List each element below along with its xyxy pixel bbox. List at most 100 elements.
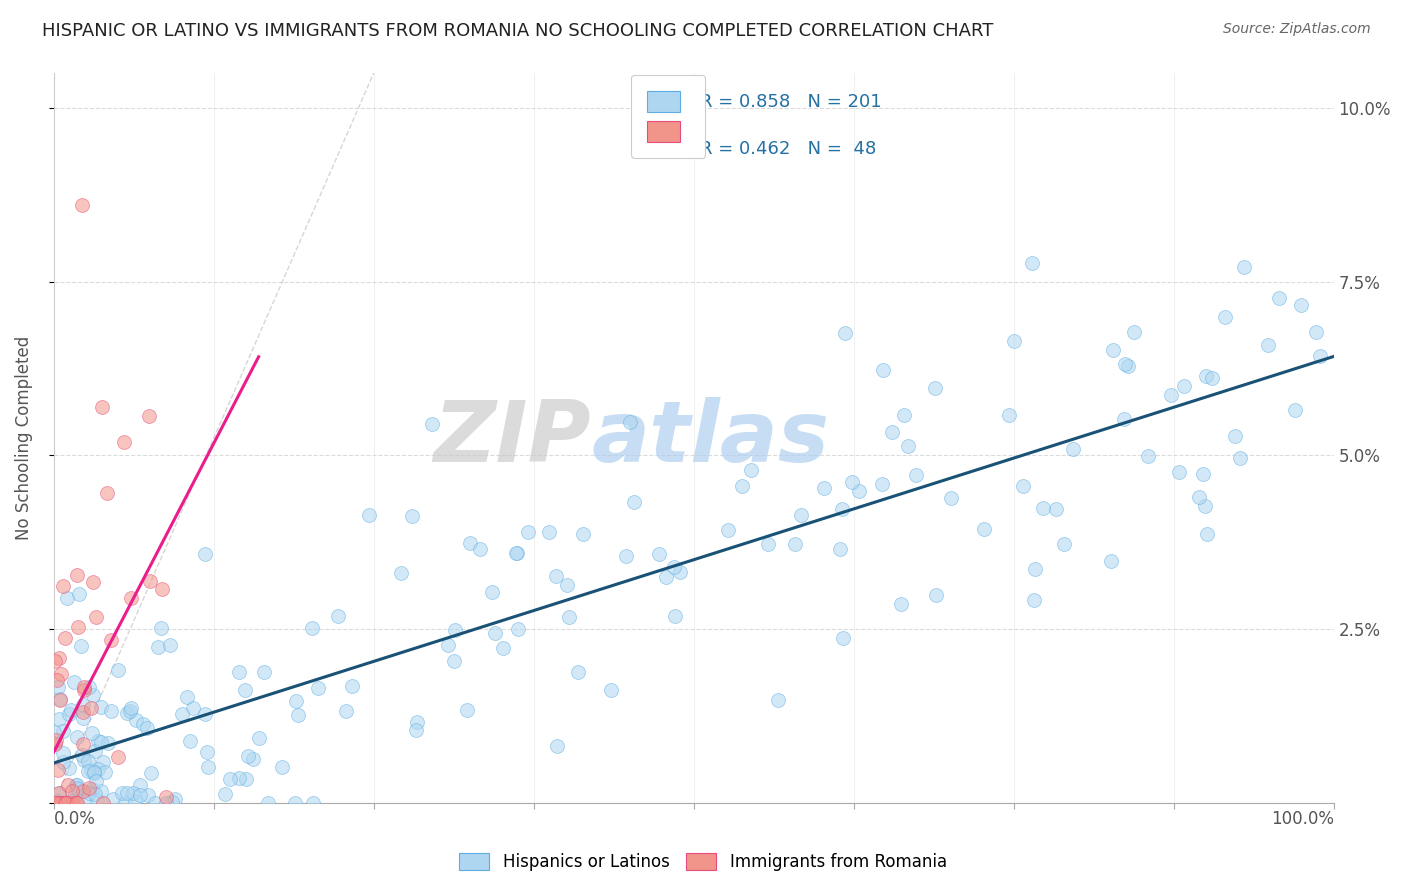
Point bbox=[1045, 502, 1067, 516]
Point bbox=[73, 680, 96, 694]
Point bbox=[247, 731, 270, 746]
Point bbox=[664, 560, 686, 574]
Point bbox=[176, 690, 198, 704]
Point bbox=[1213, 310, 1236, 324]
Point bbox=[1201, 370, 1223, 384]
Point bbox=[567, 665, 589, 679]
Point bbox=[406, 714, 429, 729]
Point bbox=[77, 764, 100, 778]
Point bbox=[1229, 450, 1251, 465]
Point bbox=[285, 694, 308, 708]
Point bbox=[614, 549, 637, 563]
Point bbox=[218, 772, 240, 787]
Point bbox=[228, 771, 250, 785]
Point bbox=[924, 381, 946, 395]
Legend: Hispanics or Latinos, Immigrants from Romania: Hispanics or Latinos, Immigrants from Ro… bbox=[451, 845, 955, 880]
Point bbox=[813, 481, 835, 495]
Point bbox=[55, 631, 77, 645]
Point bbox=[135, 721, 157, 735]
Point bbox=[149, 621, 172, 635]
Point bbox=[505, 546, 527, 560]
Point bbox=[328, 609, 350, 624]
Point bbox=[1305, 325, 1327, 339]
Point bbox=[82, 688, 104, 702]
Point bbox=[170, 706, 193, 721]
Point bbox=[357, 508, 380, 522]
Point bbox=[77, 786, 100, 800]
Point bbox=[44, 796, 66, 810]
Point bbox=[65, 778, 87, 792]
Point bbox=[470, 541, 492, 556]
Point bbox=[150, 582, 173, 596]
Point bbox=[59, 793, 82, 807]
Point bbox=[1099, 554, 1122, 568]
Point bbox=[235, 772, 257, 786]
Text: 100.0%: 100.0% bbox=[1271, 810, 1334, 829]
Point bbox=[163, 792, 186, 806]
Point bbox=[537, 525, 560, 540]
Point bbox=[53, 796, 76, 810]
Point bbox=[1167, 465, 1189, 479]
Point bbox=[179, 734, 201, 748]
Point bbox=[124, 794, 146, 808]
Point bbox=[72, 705, 94, 719]
Point bbox=[73, 794, 96, 808]
Point bbox=[1012, 478, 1035, 492]
Point bbox=[97, 736, 120, 750]
Point bbox=[125, 713, 148, 727]
Point bbox=[63, 674, 86, 689]
Point bbox=[72, 698, 94, 712]
Point bbox=[790, 508, 813, 522]
Point bbox=[139, 574, 162, 589]
Point bbox=[619, 415, 641, 429]
Point bbox=[214, 787, 236, 801]
Point bbox=[91, 796, 114, 810]
Point bbox=[84, 744, 107, 758]
Point bbox=[91, 400, 114, 414]
Point bbox=[242, 752, 264, 766]
Point bbox=[84, 609, 107, 624]
Point bbox=[90, 784, 112, 798]
Point bbox=[100, 704, 122, 718]
Point bbox=[83, 787, 105, 801]
Point bbox=[270, 760, 292, 774]
Text: HISPANIC OR LATINO VS IMMIGRANTS FROM ROMANIA NO SCHOOLING COMPLETED CORRELATION: HISPANIC OR LATINO VS IMMIGRANTS FROM RO… bbox=[42, 22, 994, 40]
Text: 0.0%: 0.0% bbox=[53, 810, 96, 829]
Point bbox=[1233, 260, 1256, 274]
Point bbox=[1188, 490, 1211, 504]
Text: ZIP: ZIP bbox=[433, 397, 592, 480]
Point bbox=[195, 745, 218, 759]
Point bbox=[444, 623, 467, 637]
Point bbox=[389, 566, 412, 580]
Point bbox=[437, 638, 460, 652]
Point bbox=[58, 778, 80, 792]
Point bbox=[1173, 379, 1195, 393]
Point bbox=[1195, 369, 1218, 384]
Point bbox=[66, 796, 89, 810]
Point bbox=[44, 737, 66, 751]
Point bbox=[197, 760, 219, 774]
Point bbox=[880, 425, 903, 439]
Point bbox=[82, 781, 104, 796]
Point bbox=[83, 765, 105, 780]
Point bbox=[233, 683, 256, 698]
Point bbox=[458, 536, 481, 550]
Point bbox=[120, 704, 142, 718]
Text: atlas: atlas bbox=[592, 397, 830, 480]
Point bbox=[340, 680, 363, 694]
Point bbox=[114, 796, 136, 810]
Point bbox=[46, 673, 69, 687]
Point bbox=[66, 778, 89, 792]
Point bbox=[599, 682, 621, 697]
Point bbox=[72, 753, 94, 767]
Point bbox=[301, 796, 323, 810]
Point bbox=[48, 712, 70, 726]
Point bbox=[129, 788, 152, 802]
Point bbox=[107, 663, 129, 677]
Point bbox=[96, 485, 118, 500]
Point bbox=[924, 588, 946, 602]
Point bbox=[143, 796, 166, 810]
Point bbox=[48, 786, 70, 800]
Point bbox=[181, 700, 204, 714]
Point bbox=[939, 491, 962, 505]
